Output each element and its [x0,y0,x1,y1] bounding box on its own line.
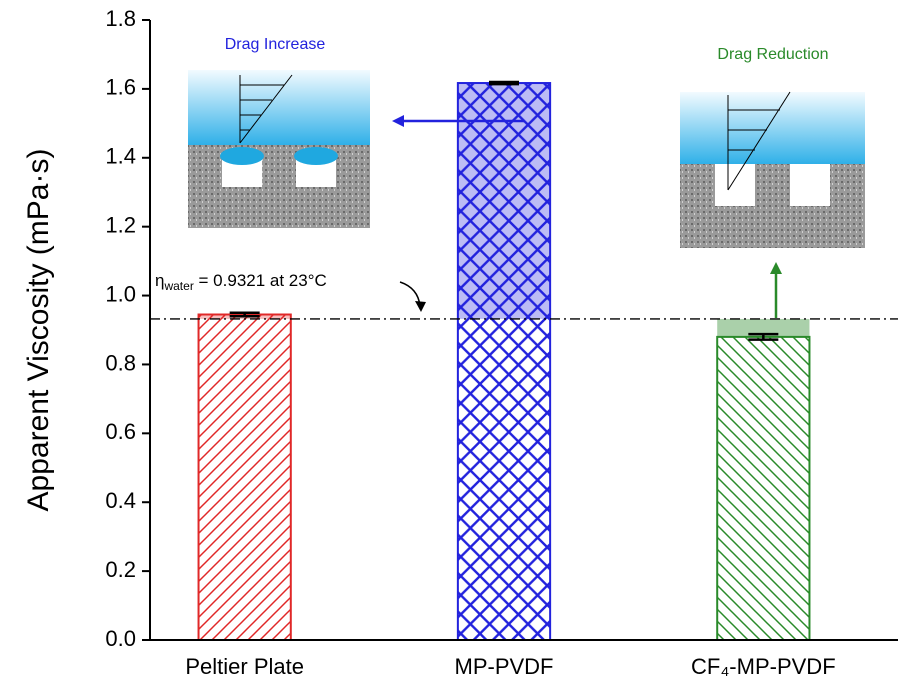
annotation: Drag Reduction [717,46,828,63]
y-tick-label: 0.2 [105,557,136,582]
y-tick-label: 0.8 [105,350,136,375]
y-tick-label: 1.4 [105,144,136,169]
error-bar [489,82,519,84]
reference-label: ηwater = 0.9321 at 23°C [155,271,327,293]
reference-subscript: water [163,279,193,293]
y-axis-label: Apparent Viscosity (mPa·s) [22,149,55,512]
y-tick-label: 1.6 [105,75,136,100]
reference-symbol: η [155,271,164,290]
bar [717,337,809,640]
chart: Apparent Viscosity (mPa·s) Drag Increase… [0,0,898,689]
inset-drag-increase: Drag Increase [188,36,370,228]
y-tick-label: 0.0 [105,626,136,651]
annotation: Drag Increase [225,36,326,53]
bar [458,83,550,640]
x-tick-label: MP-PVDF [455,654,554,679]
inset-drag-reduction: Drag Reduction [680,46,865,248]
y-tick-label: 0.6 [105,419,136,444]
y-tick-label: 0.4 [105,488,136,513]
x-tick-label: Peltier Plate [185,654,304,679]
reference-text: = 0.9321 at 23°C [194,271,327,290]
y-tick-label: 1.2 [105,212,136,237]
x-tick-label: CF₄-MP-PVDF [691,654,836,679]
bar [199,315,291,641]
y-tick-label: 1.8 [105,6,136,31]
y-tick-label: 1.0 [105,281,136,306]
